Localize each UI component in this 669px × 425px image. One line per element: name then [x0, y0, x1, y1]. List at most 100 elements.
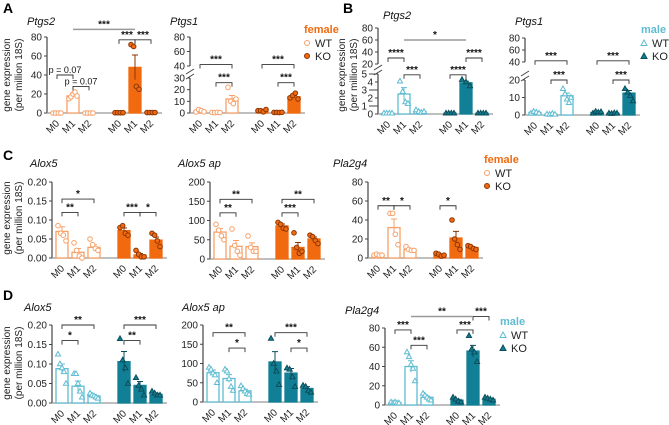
legend-title: female: [304, 24, 339, 36]
data-point: [420, 107, 428, 114]
chart-title: Pla2g4: [333, 158, 367, 170]
significance-label: ***: [397, 320, 409, 331]
x-tick-label: M2: [144, 408, 162, 425]
legend-label-wt: WT: [652, 38, 669, 50]
data-point: [302, 382, 310, 389]
data-point: [54, 350, 62, 357]
panel-label-c: C: [3, 147, 13, 163]
data-point: [157, 243, 163, 250]
y-tick-label: 0: [179, 109, 185, 120]
significance-label: p = 0.07: [65, 76, 98, 86]
x-tick-label: M0: [438, 119, 456, 137]
data-point: [482, 109, 490, 116]
significance-label: ***: [475, 306, 487, 317]
data-point: [151, 232, 158, 238]
data-point: [551, 110, 559, 117]
significance-bracket: [212, 332, 246, 337]
significance-bracket: [612, 79, 630, 84]
data-point: [78, 393, 86, 400]
y-tick-label: 100: [188, 216, 205, 227]
y-axis-label-line1: gene expression: [2, 181, 13, 254]
x-tick-label: M2: [139, 118, 157, 136]
data-point: [404, 99, 412, 106]
data-point: [207, 365, 215, 372]
x-tick-label: M2: [220, 118, 238, 136]
significance-label: **: [438, 306, 446, 317]
data-point: [71, 240, 77, 246]
data-point: [275, 380, 283, 387]
y-tick-label: 60: [369, 343, 381, 354]
significance-label: ***: [121, 30, 133, 41]
y-tick-label: 80: [369, 324, 381, 335]
x-tick-label: M1: [279, 407, 297, 425]
data-point: [72, 369, 80, 377]
x-tick-label: M1: [266, 118, 284, 136]
x-tick-label: M2: [617, 120, 635, 138]
data-point: [267, 334, 275, 341]
significance-bracket: [281, 198, 315, 204]
data-point: [465, 331, 473, 338]
y-tick-label: 20: [352, 235, 364, 246]
significance-label: ****: [450, 65, 466, 76]
data-point: [473, 246, 479, 253]
significance-bracket: [281, 212, 299, 217]
data-point: [396, 77, 404, 84]
x-tick-label: M0: [201, 407, 219, 425]
significance-bracket: [403, 74, 421, 79]
data-point: [229, 226, 235, 232]
significance-label: ***: [615, 70, 627, 81]
significance-bracket: [215, 82, 233, 87]
x-tick-label: M1: [444, 263, 462, 281]
data-point: [451, 236, 458, 242]
data-point: [309, 233, 316, 240]
data-point: [137, 385, 145, 392]
legend-title: female: [484, 154, 519, 166]
data-point: [409, 364, 417, 371]
data-point: [535, 109, 543, 116]
significance-bracket: [387, 57, 405, 62]
data-point: [55, 222, 61, 229]
data-point: [89, 241, 96, 248]
data-point: [74, 93, 80, 99]
data-point: [629, 97, 637, 104]
chart-title: Ptgs2: [27, 16, 55, 28]
significance-label: **: [66, 202, 74, 213]
x-tick-label: M1: [539, 120, 557, 138]
legend-title: male: [641, 24, 666, 36]
data-point: [154, 238, 161, 244]
data-point: [73, 247, 80, 254]
legend-marker-ko: [304, 53, 310, 59]
chart-title: Alox5: [29, 158, 58, 170]
data-point: [135, 381, 143, 388]
x-tick-label: M2: [470, 119, 488, 137]
x-tick-label: M2: [295, 407, 313, 425]
x-tick-label: M1: [382, 263, 400, 281]
x-tick-label: M2: [77, 118, 95, 136]
data-point: [217, 109, 223, 116]
significance-bracket: [465, 57, 483, 62]
y-tick-label: 150: [188, 197, 205, 208]
significance-label: ***: [218, 73, 230, 84]
significance-bracket: [410, 344, 428, 350]
y-tick-label: 40: [509, 58, 521, 69]
data-point: [291, 382, 299, 389]
legend-marker-ko: [499, 343, 507, 351]
x-tick-label: M1: [392, 119, 410, 137]
data-point: [116, 334, 124, 341]
x-tick-label: M1: [204, 118, 222, 136]
significance-bracket: [274, 332, 308, 337]
legend-marker-wt: [304, 40, 310, 46]
chart-title: Alox5 ap: [181, 302, 225, 314]
data-point: [201, 109, 207, 115]
y-tick-label: 2: [367, 94, 373, 105]
significance-bracket: [534, 60, 568, 65]
significance-label: ***: [545, 51, 557, 62]
significance-label: ****: [388, 48, 404, 59]
significance-label: **: [225, 323, 233, 334]
data-point: [454, 241, 461, 248]
data-point: [405, 353, 413, 360]
